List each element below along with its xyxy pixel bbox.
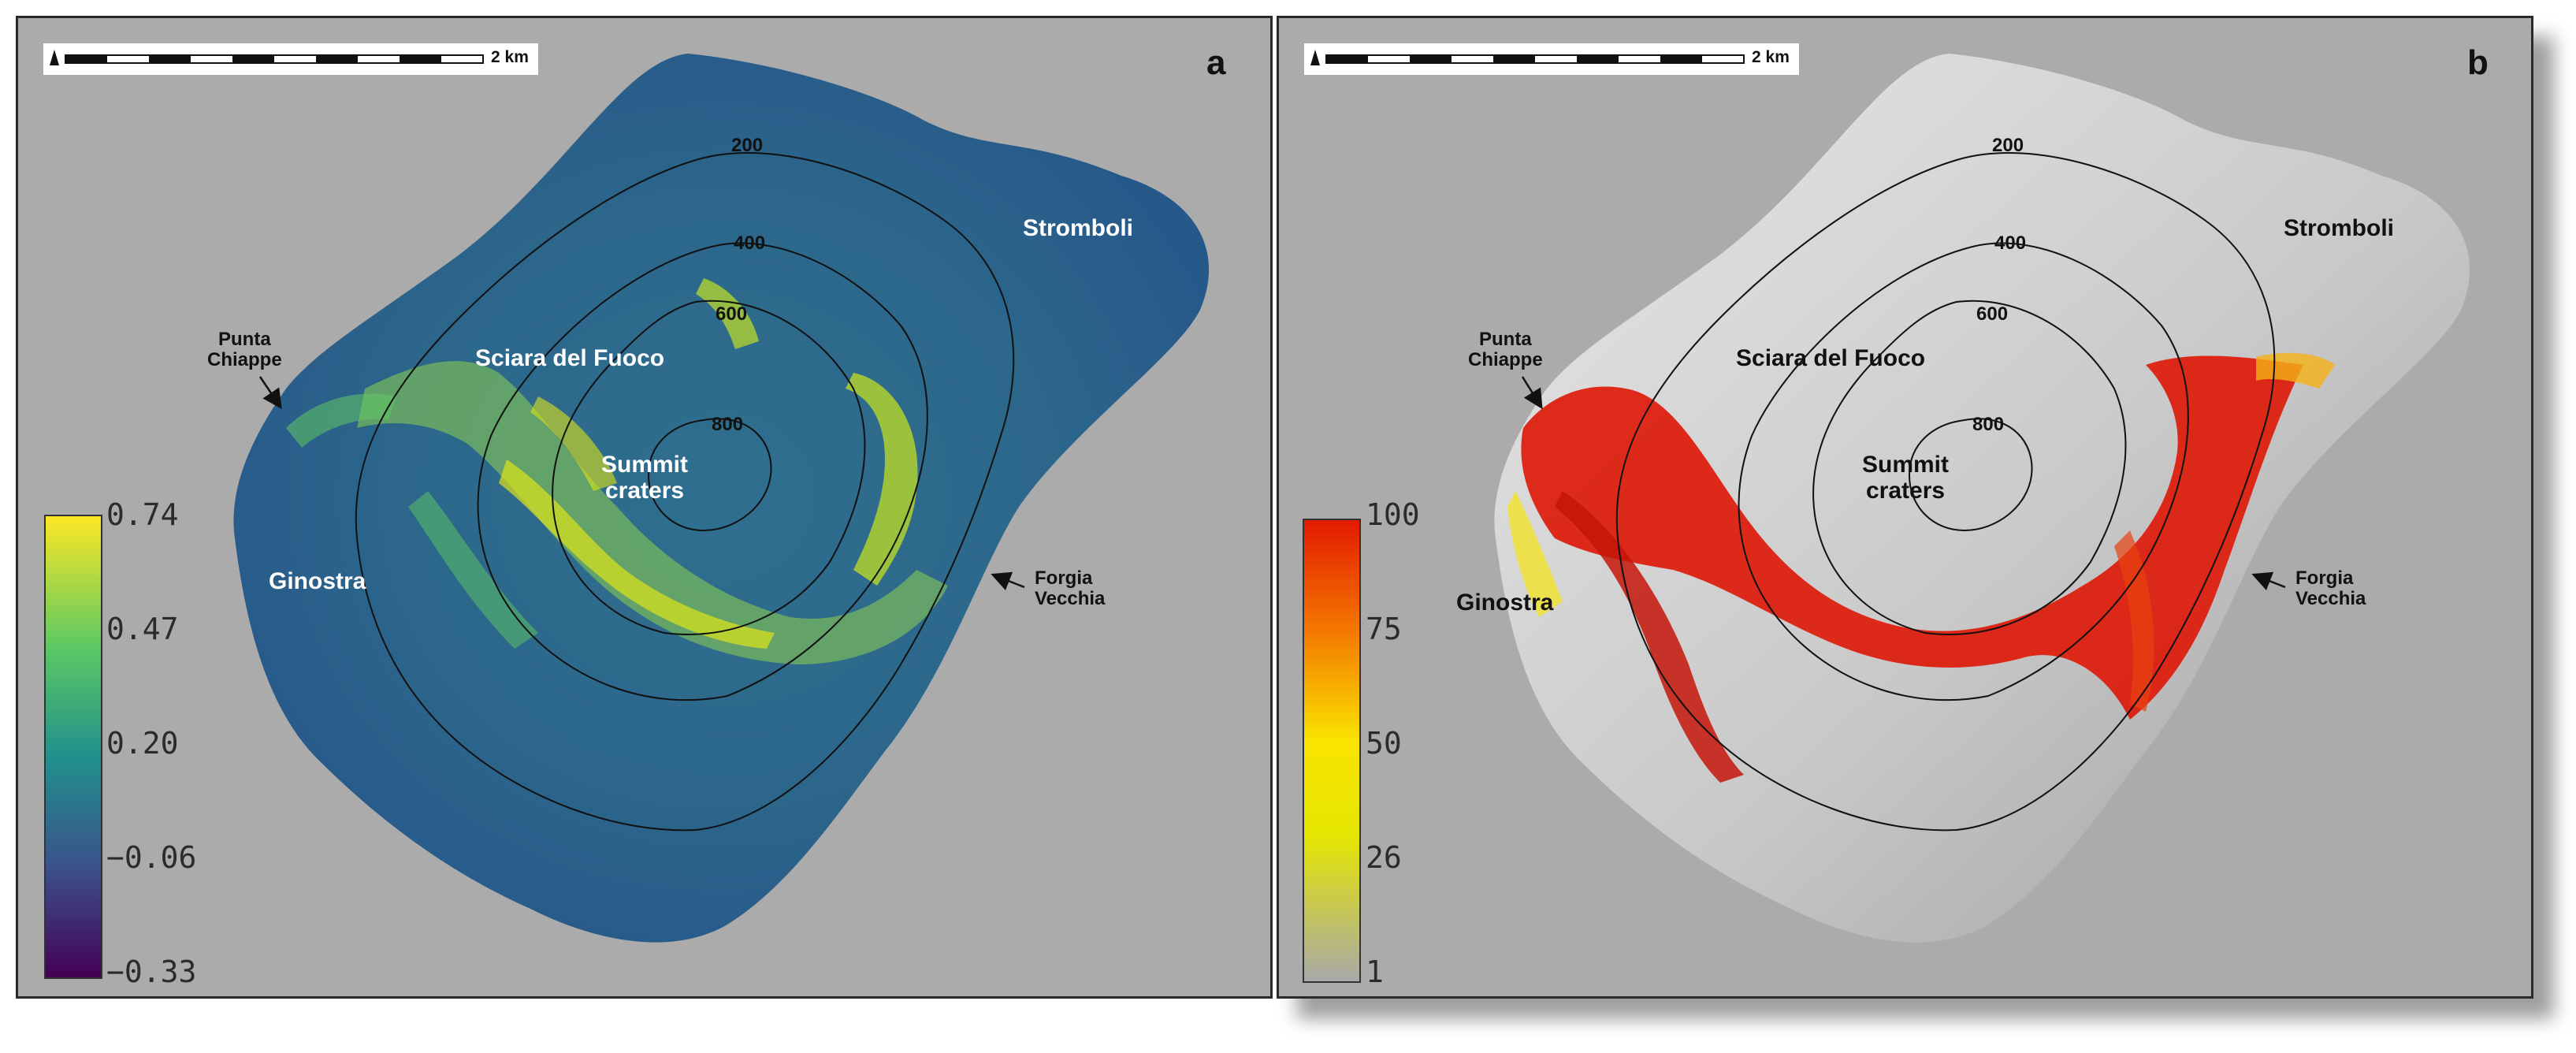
ndvi-map — [233, 54, 1210, 943]
contour-600 — [1812, 300, 2127, 635]
scale-bar-label: 2 km — [491, 48, 529, 66]
island-shape — [233, 54, 1210, 943]
scale-bar: 2 km — [1304, 43, 1799, 75]
contour-400 — [477, 242, 928, 701]
place-stromboli: Stromboli — [1023, 215, 1133, 241]
probability-map — [1494, 54, 2470, 943]
colorbar-tick: 0.74 — [106, 497, 179, 532]
colorbar-tick: 0.47 — [106, 612, 179, 646]
contour-label: 400 — [1994, 233, 2027, 254]
contour-800 — [1908, 418, 2033, 532]
colorbar-tick: 100 — [1366, 497, 1420, 532]
contour-label: 200 — [731, 135, 764, 156]
contour-200 — [1615, 152, 2276, 832]
contour-label: 600 — [1976, 303, 2009, 325]
risk-area — [1521, 355, 2303, 720]
contour-label: 800 — [1972, 414, 2005, 435]
place-forgia-vecchia: Forgia Vecchia — [1035, 567, 1106, 610]
contour-800 — [647, 418, 772, 532]
island-shape — [1494, 54, 2470, 943]
colorbar — [1303, 519, 1361, 983]
colorbar-tick: 50 — [1366, 726, 1402, 761]
colorbar-tick: 26 — [1366, 840, 1402, 875]
scale-bar: 2 km — [43, 43, 538, 75]
map-panel-b: 2 km b 100 75 50 26 1 200 400 600 800 Pu… — [1277, 16, 2533, 999]
place-punta-chiappe: Punta Chiappe — [207, 329, 282, 371]
contour-label: 800 — [712, 414, 744, 435]
contour-label: 200 — [1992, 135, 2024, 156]
scale-bar-label: 2 km — [1752, 48, 1790, 66]
panel-letter: a — [1206, 43, 1226, 82]
place-summit-craters: Summit craters — [601, 452, 689, 504]
north-arrow-icon — [50, 50, 59, 65]
colorbar-tick: −0.06 — [106, 840, 197, 875]
place-punta-chiappe: Punta Chiappe — [1468, 329, 1543, 371]
north-arrow-icon — [1310, 50, 1320, 65]
contour-400 — [1738, 242, 2189, 701]
colorbar-tick: 1 — [1366, 954, 1384, 989]
place-stromboli: Stromboli — [2284, 215, 2394, 241]
place-summit-craters: Summit craters — [1862, 452, 1950, 504]
contour-label: 400 — [734, 233, 766, 254]
scale-bar-graphic — [1310, 50, 1745, 65]
place-sciara-del-fuoco: Sciara del Fuoco — [475, 345, 665, 371]
place-ginostra: Ginostra — [269, 568, 366, 594]
contour-200 — [355, 152, 1015, 832]
colorbar — [44, 515, 102, 979]
colorbar-tick: 75 — [1366, 612, 1402, 646]
contour-600 — [552, 300, 866, 635]
place-forgia-vecchia: Forgia Vecchia — [2295, 567, 2366, 610]
panel-letter: b — [2467, 43, 2489, 82]
scale-bar-graphic — [50, 50, 484, 65]
place-ginostra: Ginostra — [1456, 590, 1554, 616]
colorbar-tick: −0.33 — [106, 954, 197, 989]
place-sciara-del-fuoco: Sciara del Fuoco — [1736, 345, 1926, 371]
colorbar-tick: 0.20 — [106, 726, 179, 761]
map-panel-a: 2 km a 0.74 0.47 0.20 −0.06 −0.33 200 40… — [16, 16, 1273, 999]
contour-label: 600 — [716, 303, 748, 325]
